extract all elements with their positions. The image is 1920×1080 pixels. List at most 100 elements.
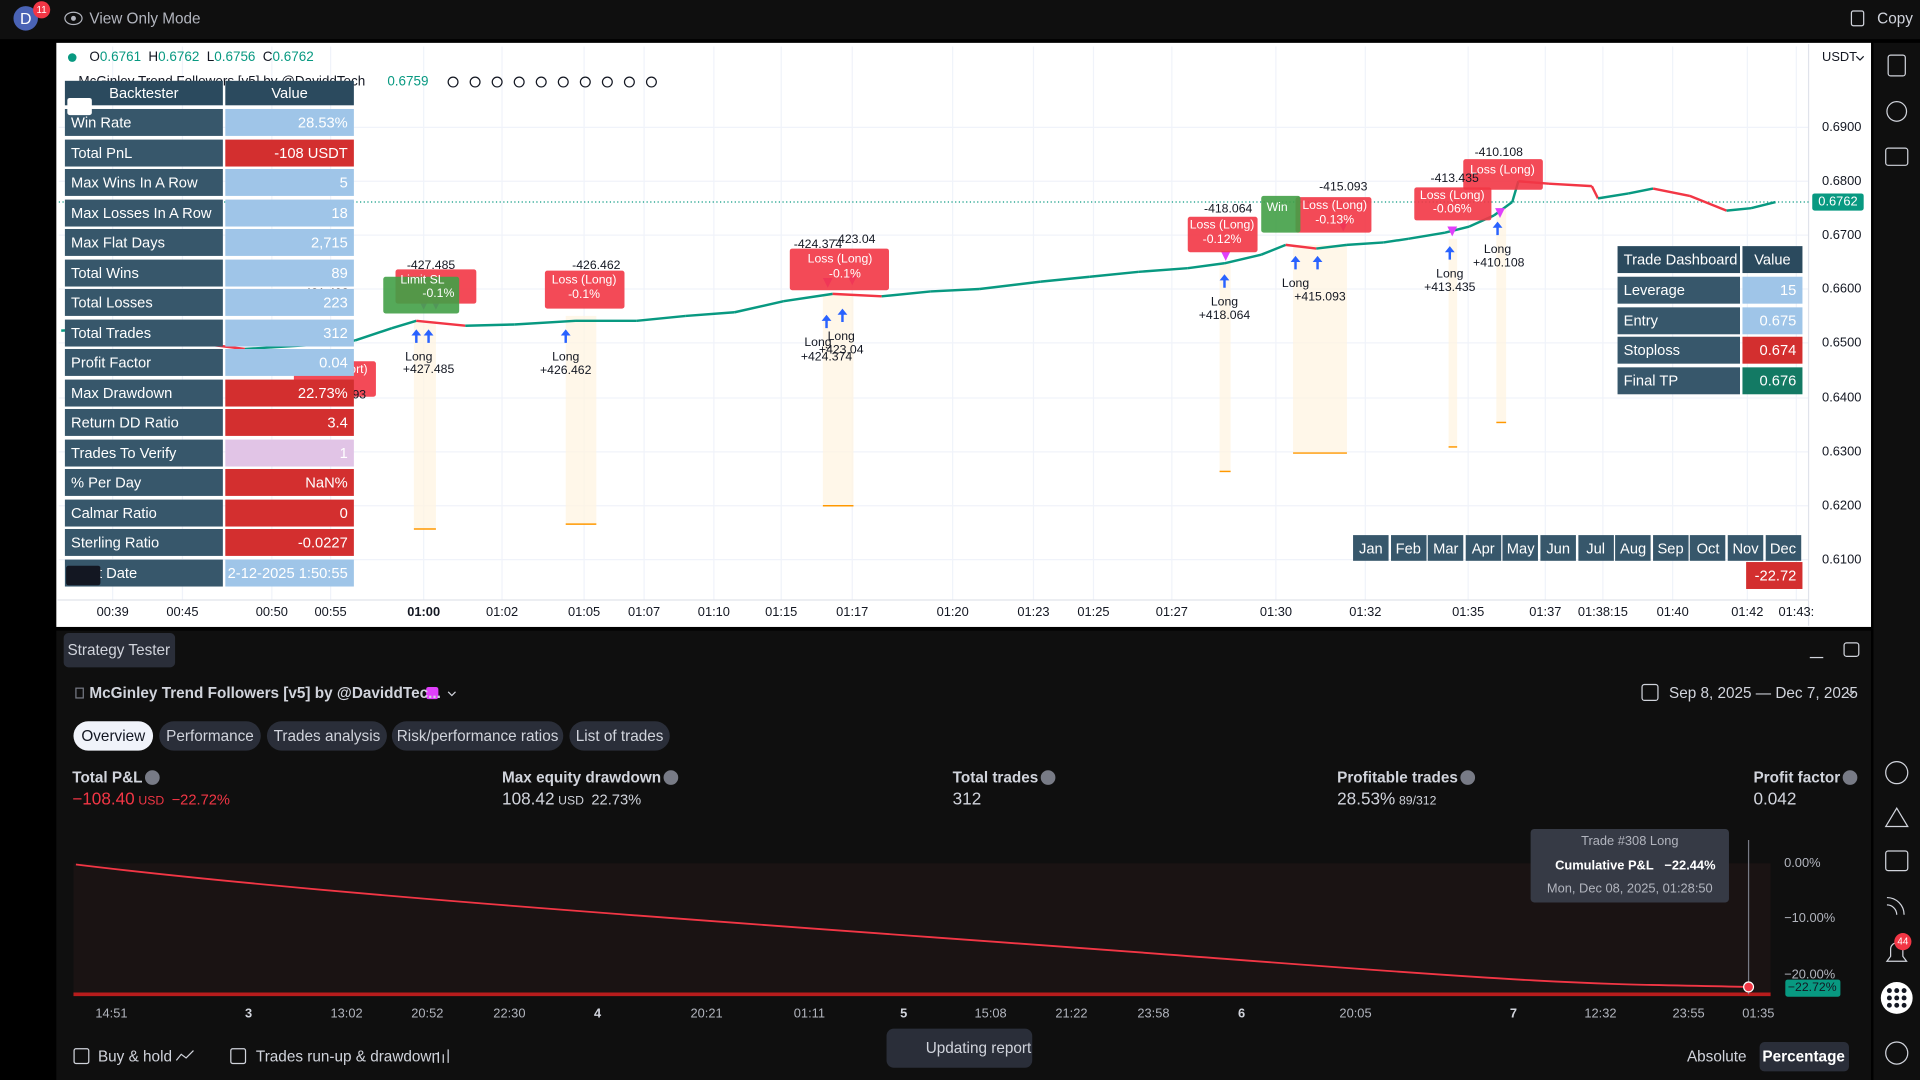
price-segment [636,314,686,323]
table-cell: Oct [1690,535,1726,561]
tab [63,633,176,668]
apps-dot [1901,995,1907,1001]
equity-bg [73,863,1771,995]
time-tick-label: 01:25 [1077,604,1110,620]
avatar-letter: D [19,9,32,28]
trade-annotation: -410.108 [1474,146,1523,160]
checkbox[interactable] [73,1048,90,1065]
trade-annotation: +426.462 [540,364,592,378]
price-segment [1260,243,1287,256]
equity-time-label: 01:11 [793,1006,825,1022]
table-cell: 22.73% [225,378,354,406]
equity-time-label: 21:22 [1055,1006,1088,1022]
trade-annotation: +415.093 [1294,290,1346,305]
price-tick-label: 0.6500 [1822,335,1862,351]
tab-pill[interactable] [73,721,154,751]
indicator-flag [447,76,459,88]
trade-annotation: -0.06% [1432,202,1472,217]
date-range[interactable]: Sep 8, 2025 — Dec 7, 2025 [1668,684,1858,702]
metric-label: Max equity drawdown [502,768,662,787]
status-dot [67,53,77,62]
chart-panel [56,42,1872,627]
text: L [206,50,215,65]
trade-annotation: Long [1483,243,1512,257]
price-segment [1444,225,1470,234]
tester-tab[interactable]: Strategy Tester [67,641,171,659]
price-segment [783,292,833,303]
text: H [148,50,159,65]
tab-label[interactable]: List of trades [575,727,664,745]
table-cell: 2,715 [225,228,354,256]
info-icon [663,770,679,785]
trade-annotation: Long [1210,295,1239,310]
time-tick-label: 00:50 [255,604,288,620]
mode-pill[interactable] [1759,1042,1849,1072]
long-arrow [821,314,832,329]
trade-label-box [789,248,889,291]
table-cell: 0.676 [1742,366,1803,394]
price-segment [1316,243,1348,250]
text: 0.6759 [387,74,429,90]
time-tick-label: 01:42 [1731,604,1764,620]
mode-option[interactable]: Absolute [1686,1048,1747,1066]
tab-pill[interactable] [266,721,387,751]
equity-last-tag [1785,979,1841,997]
long-arrow [423,329,434,343]
trade-annotation: +427.485 [402,363,455,377]
time-tick-label: 01:43: [1778,604,1815,620]
time-tick-label: 00:39 [96,604,129,620]
table-cell: NaN% [225,468,354,496]
price-segment [1726,206,1752,212]
price-segment [514,319,576,326]
mode-option[interactable]: Percentage [1762,1048,1845,1066]
price-segment [1187,262,1225,270]
price-segment [1383,237,1409,244]
tab-label[interactable]: Trades analysis [273,727,381,745]
tab-label[interactable]: Performance [166,727,254,745]
time-tick-label: 01:02 [485,604,519,620]
table-cell: Leverage [1617,276,1740,304]
trade-zone [413,320,436,529]
equity-time-label: 3 [244,1006,253,1022]
option-label[interactable]: Trades run-up & drawdown [255,1048,440,1066]
indicator-flag [623,76,635,88]
time-tick-label: 01:20 [936,604,969,620]
trade-annotation: Long [804,336,832,350]
tab-pill[interactable] [159,721,261,751]
time-tick-label: 01:00 [407,604,441,620]
badge [33,1,51,19]
tab-pill[interactable] [569,721,670,751]
tooltip-value: −22.44% [1664,858,1716,874]
table-cell: -22.72 [1746,562,1803,589]
tab-label[interactable]: Risk/performance ratios [396,727,559,745]
table-cell: 0.674 [1742,336,1803,364]
currency-selector[interactable]: USDT [1822,50,1858,65]
badge-count: 11 [36,4,47,16]
collapse-button[interactable] [67,97,92,116]
chevron [1846,691,1855,697]
trade-zone [565,315,597,525]
equity-time-label: 15:08 [974,1006,1007,1022]
time-tick-label: 01:32 [1349,604,1382,620]
indicator-flag [601,76,613,88]
indicator-flag [579,76,591,88]
tooltip-title: Trade #308 Long [1581,833,1679,849]
metric-value: 108.42 USD 22.73% [502,789,641,811]
copy-icon [1850,10,1865,27]
price-segment [1040,275,1090,283]
table-cell: May [1502,535,1539,561]
trade-label-box [1261,195,1301,233]
checkbox[interactable] [230,1048,247,1065]
tab-pill[interactable] [391,721,564,751]
indicator-flag [645,76,657,88]
equity-time-label: 6 [1238,1006,1246,1022]
sidebar-icon [1884,806,1909,828]
copy-button[interactable]: Copy [1877,9,1913,27]
price-tick-label: 0.6300 [1822,444,1862,460]
equity-time-label: 23:55 [1672,1006,1705,1022]
tab-label[interactable]: Overview [81,727,146,745]
option-label[interactable]: Buy & hold [97,1048,173,1066]
indicator-flag [535,76,547,88]
trade-label-box [1295,197,1372,233]
price-segment [1652,187,1691,198]
